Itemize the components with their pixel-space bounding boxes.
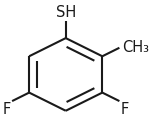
Text: F: F	[121, 102, 129, 117]
Text: F: F	[2, 102, 11, 117]
Text: SH: SH	[56, 6, 76, 20]
Text: CH₃: CH₃	[122, 40, 149, 55]
